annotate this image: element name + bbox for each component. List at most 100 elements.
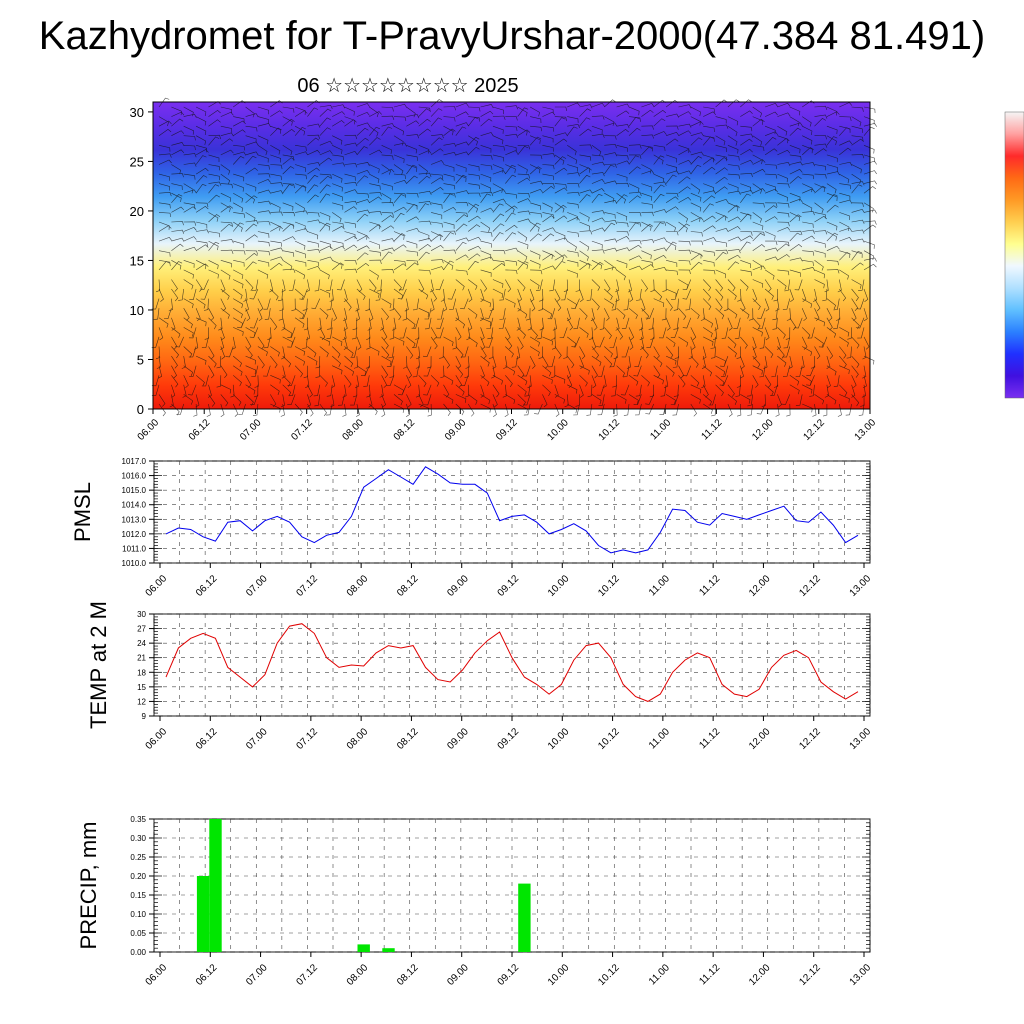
wind-barb [752,327,763,337]
wind-barb [282,223,295,232]
wind-barb [282,129,295,136]
wind-barb [566,375,573,389]
wind-barb [752,188,766,194]
wind-barb [195,175,208,184]
wind-barb [549,279,556,292]
wind-barb [826,164,838,172]
wind-barb [839,237,853,242]
wind-barb [777,173,788,183]
wind-barb [415,384,421,398]
wind-barb [678,176,691,184]
wind-barb [220,307,230,319]
wind-barb [814,173,827,179]
wind-barb [666,170,680,175]
wind-barb [455,254,469,261]
wind-barb [307,194,319,204]
wind-barb [200,279,209,290]
wind-barb [517,240,529,250]
wind-barb [405,403,410,417]
wind-barb [245,151,259,156]
wind-barb [814,215,828,223]
y-tick-label: 0.15 [130,891,146,900]
wind-barb [158,250,171,257]
wind-barb [220,132,234,137]
wind-barb [615,288,620,302]
wind-barb [332,104,346,109]
wind-barb [782,365,791,377]
wind-barb [220,221,233,227]
wind-barb [765,202,778,207]
x-tick-label: 10.12 [596,962,622,988]
wind-barb [777,161,791,167]
x-tick-label: 07.12 [295,726,321,752]
wind-barb [802,267,816,272]
wind-barb [863,160,877,165]
wind-barb [703,237,717,242]
wind-barb [665,206,679,213]
wind-barb [554,167,568,175]
wind-barb [156,356,161,369]
wind-barb [628,116,641,122]
wind-barb [517,173,530,179]
wind-barb [648,317,654,330]
wind-barb [587,384,593,398]
wind-barb [443,207,457,213]
wind-barb [777,212,790,218]
wind-barb [715,307,725,320]
wind-barb [183,279,194,290]
wind-barb [604,212,616,219]
x-tick-label: 11.12 [697,962,722,987]
wind-barb [171,106,182,116]
x-tick-label: 09.12 [494,417,520,443]
wind-barb [455,122,469,127]
wind-barb [270,225,283,232]
wind-barb [418,231,430,240]
wind-barb [233,240,245,249]
wind-barb [270,127,282,136]
y-tick-label: 15 [130,253,144,268]
wind-barb [554,346,562,359]
wind-barb [740,138,753,146]
wind-barb [863,116,875,125]
wind-barb [455,237,469,242]
wind-barb [802,100,815,108]
wind-barb [720,355,729,367]
wind-barb [641,264,655,271]
wind-barb [566,317,573,331]
wind-barb [220,384,232,394]
wind-barb [480,269,492,277]
wind-barb [579,154,592,161]
wind-barb [319,212,331,221]
wind-barb [851,184,863,194]
wind-barb [443,403,451,416]
wind-barb [505,327,511,341]
wind-barb [505,279,512,293]
wind-barb [430,327,437,340]
wind-barb [467,136,480,146]
wind-barb [436,327,444,339]
wind-barb [314,394,321,407]
wind-barb [406,175,418,184]
wind-barb [752,212,762,223]
wind-barb [277,288,283,302]
y-tick-label: 20 [130,204,144,219]
wind-barb [381,365,389,379]
wind-barb [653,355,663,368]
wind-barb [356,365,367,376]
wind-barb [499,308,506,320]
wind-barb [319,184,331,194]
wind-barb [233,327,244,336]
wind-barb [468,279,478,290]
wind-barb [591,154,604,161]
wind-barb [183,269,194,279]
wind-barb [369,279,377,292]
wind-barb [171,118,184,127]
wind-barb [183,221,197,226]
wind-barb [789,244,803,251]
wind-barb [839,140,853,146]
wind-barb [591,102,605,108]
wind-barb [856,298,865,310]
precip-panel-ylabel: PRECIP, mm [76,822,101,950]
wind-barb [257,123,271,128]
wind-barb [777,138,790,146]
